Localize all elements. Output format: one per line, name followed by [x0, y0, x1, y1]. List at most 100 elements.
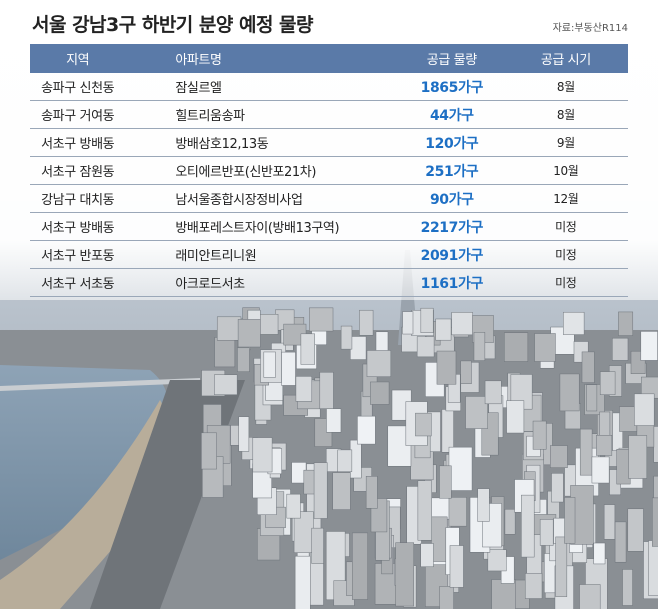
building [436, 350, 457, 385]
column-header: 공급 물량 [399, 44, 504, 73]
building [504, 332, 529, 362]
building [402, 311, 414, 335]
building [281, 351, 296, 386]
building [591, 456, 610, 484]
building [491, 579, 516, 609]
building [448, 497, 467, 527]
building [614, 521, 627, 563]
cell-time: 9월 [503, 128, 628, 157]
building [326, 408, 342, 433]
source: 자료:부동산R114 [552, 23, 628, 34]
building [579, 428, 593, 476]
building [579, 584, 601, 609]
building [448, 446, 473, 491]
cell-region: 서초구 잠원동 [30, 156, 126, 185]
building [484, 380, 502, 405]
building [593, 542, 606, 565]
building [596, 435, 613, 456]
building [618, 311, 634, 336]
building [555, 536, 568, 597]
building [286, 493, 301, 519]
cell-time: 미정 [503, 240, 628, 269]
building [359, 309, 374, 336]
building [340, 325, 353, 350]
building [441, 409, 454, 453]
building [309, 307, 334, 332]
building [395, 542, 415, 607]
building [648, 540, 658, 596]
building [534, 333, 556, 362]
building [653, 426, 658, 463]
cell-time: 10월 [503, 156, 628, 185]
cell-time: 미정 [503, 268, 628, 297]
building [640, 331, 658, 361]
building [319, 371, 334, 409]
table-row: 강남구 대치동 남서울종합시장정비사업 90가구 12월 [30, 184, 628, 213]
building [263, 351, 276, 378]
table-row: 송파구 신천동 잠실르엘 1865가구 8월 [30, 73, 628, 101]
cell-name: 잠실르엘 [125, 73, 400, 101]
building [313, 462, 328, 519]
cell-qty: 2091가구 [399, 240, 504, 269]
riverbank [0, 400, 174, 609]
cell-region: 송파구 신천동 [30, 73, 126, 101]
building [581, 351, 595, 383]
building [365, 476, 378, 509]
building [451, 312, 473, 336]
bridge [0, 378, 200, 391]
buildings [201, 307, 658, 609]
column-header: 지역 [30, 44, 126, 73]
building [294, 555, 311, 609]
building [465, 396, 488, 429]
cell-region: 서초구 서초동 [30, 268, 126, 297]
building [237, 347, 250, 372]
building [439, 586, 454, 609]
building [599, 371, 616, 395]
building [532, 420, 547, 450]
table-row: 서초구 방배동 방배삼호12,13동 120가구 9월 [30, 128, 628, 157]
cell-name: 방배포레스트자이(방배13구역) [125, 212, 400, 241]
building [628, 435, 648, 479]
cell-qty: 1161가구 [399, 268, 504, 297]
info-panel: 서울 강남3구 하반기 분양 예정 물량 자료:부동산R114 지역 아파트명 공급… [0, 0, 658, 300]
building [415, 412, 432, 437]
table-header: 지역 아파트명 공급 물량 공급 시기 [30, 44, 628, 73]
building [439, 465, 452, 499]
cell-region: 서초구 방배동 [30, 212, 126, 241]
building [551, 473, 564, 503]
cell-qty: 120가구 [399, 128, 504, 157]
building [350, 336, 367, 360]
cell-time: 12월 [503, 184, 628, 213]
building [487, 549, 507, 572]
building [238, 416, 250, 452]
cell-time: 8월 [503, 73, 628, 101]
title: 서울 강남3구 하반기 분양 예정 물량 [32, 14, 314, 36]
building [477, 488, 490, 522]
cell-time: 8월 [503, 100, 628, 129]
building [420, 307, 434, 333]
cell-region: 서초구 방배동 [30, 128, 126, 157]
column-header: 아파트명 [125, 44, 400, 73]
cell-name: 래미안트리니원 [125, 240, 400, 269]
building [352, 532, 368, 600]
building [431, 516, 448, 562]
building [252, 437, 273, 473]
building [295, 376, 313, 402]
building [563, 311, 585, 335]
cell-name: 힐트리움송파 [125, 100, 400, 129]
building [539, 519, 554, 546]
table-row: 서초구 잠원동 오티에르반포(신반포21차) 251가구 10월 [30, 156, 628, 185]
building [237, 319, 261, 348]
cell-qty: 44가구 [399, 100, 504, 129]
building [214, 374, 238, 395]
building [586, 384, 598, 412]
river [0, 365, 168, 560]
building [634, 393, 655, 426]
cell-qty: 2217가구 [399, 212, 504, 241]
building [214, 337, 236, 368]
cell-qty: 251가구 [399, 156, 504, 185]
building [616, 448, 631, 485]
building [201, 432, 217, 470]
cell-time: 미정 [503, 212, 628, 241]
